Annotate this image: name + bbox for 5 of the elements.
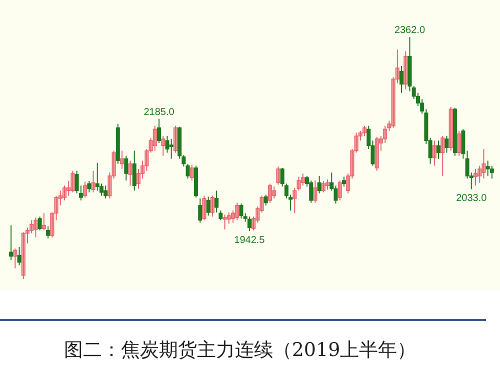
annotation: 1942.5 xyxy=(234,235,265,246)
annotation: 2185.0 xyxy=(144,106,174,118)
title: 图二：焦炭期货主力连续（2019上半年） xyxy=(64,339,416,361)
annotation: 2033.0 xyxy=(456,193,487,204)
annotation: 2362.0 xyxy=(394,25,426,36)
